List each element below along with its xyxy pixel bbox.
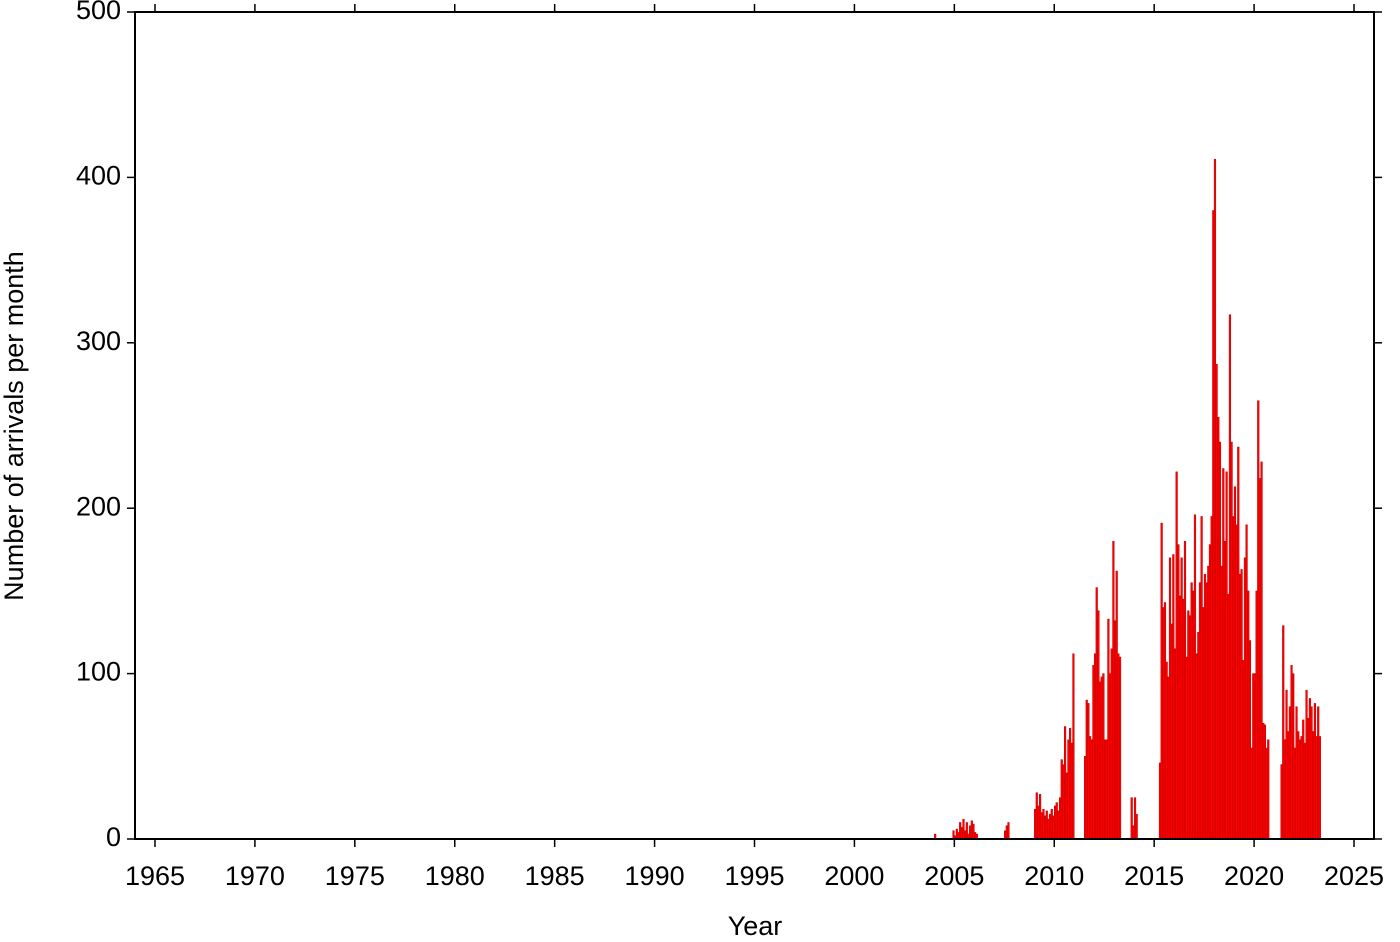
bar xyxy=(1110,648,1113,840)
bar xyxy=(1295,706,1298,840)
bar xyxy=(1040,812,1043,840)
bar xyxy=(1045,810,1048,840)
x-axis-title: Year xyxy=(728,911,783,941)
bar xyxy=(1310,706,1313,840)
x-tick-label: 1980 xyxy=(425,861,485,891)
bar xyxy=(1235,524,1238,840)
bar xyxy=(965,822,968,840)
bar xyxy=(1055,802,1058,840)
bar xyxy=(1070,742,1073,840)
bar xyxy=(1095,587,1098,840)
bar xyxy=(955,828,958,840)
bar xyxy=(1290,665,1293,840)
bar xyxy=(1050,808,1053,840)
bar xyxy=(1185,656,1188,840)
bar xyxy=(1085,699,1088,840)
x-tick-label: 2020 xyxy=(1224,861,1284,891)
x-tick-label: 2000 xyxy=(824,861,884,891)
y-tick-label: 500 xyxy=(76,0,121,25)
bar xyxy=(1072,653,1075,840)
bar xyxy=(1195,653,1198,840)
bar xyxy=(1118,656,1122,840)
bar xyxy=(1225,471,1228,840)
y-tick-label: 200 xyxy=(76,491,121,521)
bar xyxy=(1315,736,1318,840)
bar xyxy=(1090,739,1093,840)
bar xyxy=(1318,736,1321,840)
bar xyxy=(1230,441,1233,840)
x-tick-label: 1985 xyxy=(525,861,585,891)
bar xyxy=(1170,623,1173,840)
bar xyxy=(1007,822,1010,840)
bar xyxy=(1240,569,1243,840)
x-tick-label: 2010 xyxy=(1024,861,1084,891)
bar xyxy=(970,820,973,840)
bar xyxy=(1115,570,1118,840)
bar xyxy=(1165,661,1168,840)
y-tick-label: 0 xyxy=(106,822,121,852)
bar xyxy=(1190,582,1193,840)
bar xyxy=(1105,739,1108,840)
bar xyxy=(1260,461,1263,840)
bar xyxy=(1245,524,1248,840)
bar xyxy=(1130,797,1133,840)
y-tick-label: 300 xyxy=(76,326,121,356)
bar xyxy=(1065,772,1068,840)
x-tick-label: 1965 xyxy=(125,861,185,891)
bar xyxy=(1255,590,1258,840)
x-tick-label: 1990 xyxy=(625,861,685,891)
x-tick-label: 2025 xyxy=(1324,861,1384,891)
bar xyxy=(1135,813,1138,840)
bar xyxy=(960,827,963,840)
x-tick-label: 2005 xyxy=(924,861,984,891)
bar xyxy=(1285,689,1288,840)
bar xyxy=(1035,792,1038,840)
bar xyxy=(1200,516,1203,840)
bar xyxy=(1305,689,1308,840)
x-tick-label: 1975 xyxy=(325,861,385,891)
y-axis-title: Number of arrivals per month xyxy=(0,251,29,601)
bar xyxy=(1220,565,1223,840)
y-tick-label: 400 xyxy=(76,161,121,191)
bar xyxy=(1300,736,1303,840)
bar xyxy=(1005,825,1008,840)
bar xyxy=(1267,739,1270,840)
bar xyxy=(1205,582,1208,840)
x-tick-label: 1970 xyxy=(225,861,285,891)
bar xyxy=(1160,522,1163,840)
x-tick-label: 2015 xyxy=(1124,861,1184,891)
bar xyxy=(1210,516,1213,840)
bar xyxy=(1215,364,1218,840)
bar xyxy=(1175,471,1178,840)
bar xyxy=(1100,676,1103,840)
y-tick-label: 100 xyxy=(76,657,121,687)
bar xyxy=(1060,759,1063,840)
bar xyxy=(1265,747,1268,840)
x-tick-label: 1995 xyxy=(724,861,784,891)
bar xyxy=(1180,557,1183,840)
bar xyxy=(1250,747,1253,840)
bar xyxy=(1280,764,1283,840)
